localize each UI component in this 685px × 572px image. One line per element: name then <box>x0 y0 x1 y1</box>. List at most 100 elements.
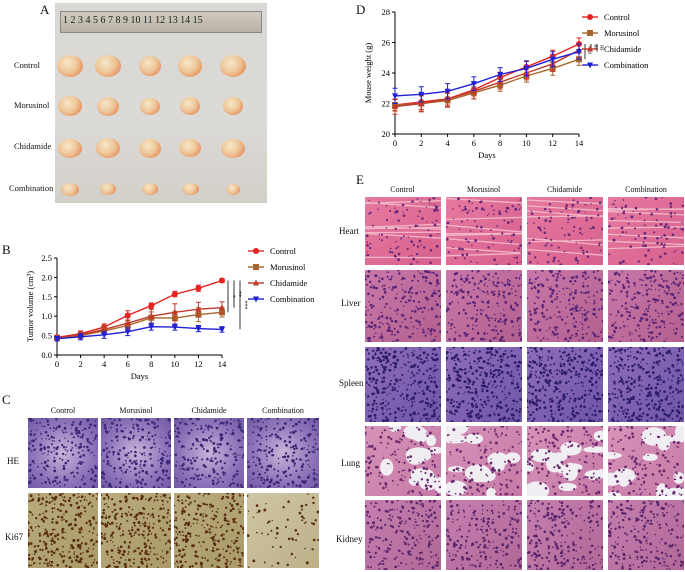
panel-c-col-chidamide: Chidamide <box>191 406 227 415</box>
histology-image <box>527 500 603 570</box>
tumor-volume-x-tick-label: 14 <box>218 359 227 369</box>
tumor-volume-point <box>148 312 155 319</box>
tumor-sample <box>226 183 240 195</box>
tumor-volume-x-tick-label: 4 <box>102 359 107 369</box>
tumor-volume-line-control <box>56 279 223 339</box>
panel-e-letter: E <box>356 172 364 187</box>
mouse-weight-legend-marker <box>587 45 593 52</box>
histology-image <box>365 270 441 342</box>
histology-image <box>174 418 244 488</box>
tumor-volume-y-tick-label: 1.5 <box>41 292 52 302</box>
mouse-weight-point <box>549 56 556 63</box>
mouse-weight-point <box>418 91 425 98</box>
mouse-weight-y-tick-label: 20 <box>382 129 391 139</box>
tumor-volume-y-tick-label: 0.5 <box>41 331 52 341</box>
tumor-volume-chart: 0.0 0.5 1.0 1.5 2.0 2.5 0 2 4 6 8 10 12 14 Days Tumor v… <box>25 246 315 381</box>
tumor-volume-legend-control: Control <box>270 246 297 256</box>
histology-image <box>101 418 171 488</box>
mouse-weight-line-chidamide <box>394 49 580 108</box>
panel-d-letter: D <box>356 2 366 17</box>
histology-image <box>446 347 522 422</box>
mouse-weight-legend-chidamide: Chidamide <box>604 44 642 54</box>
tumor-volume-point <box>171 324 178 331</box>
panel-a-row-combination: Combination <box>9 183 54 193</box>
mouse-weight-series-control <box>392 37 582 111</box>
mouse-weight-legend-marker <box>587 62 593 69</box>
tumor-sample <box>100 183 116 195</box>
panel-e-row-spleen: Spleen <box>339 378 364 388</box>
histology-image <box>446 197 522 265</box>
tumor-volume-point <box>101 332 108 339</box>
mouse-weight-x-tick-label: 12 <box>548 138 557 148</box>
tumor-volume-line-morusinol <box>56 311 223 339</box>
mouse-weight-point <box>523 65 530 72</box>
mouse-weight-line-combination <box>394 51 580 97</box>
panel-c-row-he: HE <box>7 456 19 466</box>
mouse-weight-significance-label: ns <box>593 44 599 50</box>
tumor-volume-legend-chidamide: Chidamide <box>270 278 308 288</box>
mouse-weight-legend-combination: Combination <box>604 60 649 70</box>
tumor-volume-point <box>219 304 225 311</box>
tumor-volume-point <box>219 277 225 284</box>
histology-image <box>608 270 684 342</box>
histology-image <box>365 197 441 265</box>
panel-a-row-control: Control <box>14 60 40 70</box>
panel-e-row-heart: Heart <box>339 226 359 236</box>
histology-image <box>446 426 522 496</box>
tumor-volume-point <box>77 334 84 341</box>
panel-c-row-ki67: Ki67 <box>5 532 23 542</box>
mouse-weight-x-tick-label: 2 <box>419 138 423 148</box>
tumor-volume-x-tick-label: 10 <box>171 359 180 369</box>
histology-image <box>247 493 319 568</box>
mouse-weight-x-tick-label: 4 <box>445 138 450 148</box>
panel-c-col-control: Control <box>50 406 76 415</box>
mouse-weight-point <box>497 72 504 79</box>
panel-e-row-kidney: Kidney <box>336 534 363 544</box>
tumor-volume-point <box>195 326 202 333</box>
mouse-weight-y-tick-label: 22 <box>382 99 391 109</box>
tumor-sample <box>57 55 83 77</box>
mouse-weight-legend-marker <box>587 14 593 20</box>
tumor-sample <box>139 138 161 158</box>
tumor-volume-point <box>148 324 155 331</box>
tumor-sample <box>96 138 120 158</box>
histology-image <box>446 270 522 342</box>
tumor-volume-significance-label: ** <box>236 291 242 297</box>
histology-image <box>608 197 684 265</box>
tumor-volume-line-chidamide <box>56 307 223 339</box>
tumor-volume-point <box>101 325 108 332</box>
tumor-sample <box>221 138 245 158</box>
panel-a-letter: A <box>40 2 50 17</box>
histology-image <box>527 270 603 342</box>
mouse-weight-point <box>470 81 477 88</box>
tumor-sample <box>95 55 121 77</box>
panel-e-row-liver: Liver <box>341 298 361 308</box>
mouse-weight-significance-label: ns <box>587 49 593 55</box>
mouse-weight-significance-label: ns <box>599 45 605 51</box>
tumor-volume-x-tick-label: 2 <box>78 359 82 369</box>
mouse-weight-point <box>392 103 398 110</box>
mouse-weight-series-combination <box>392 43 582 104</box>
mouse-weight-y-axis-label: Mouse weight (g) <box>363 43 373 104</box>
tumor-volume-y-axis-label: Tumor volume (cm³) <box>25 271 35 342</box>
mouse-weight-legend-marker <box>587 30 593 36</box>
ruler: 1 2 3 4 5 6 7 8 9 10 11 12 13 14 15 <box>60 11 262 33</box>
histology-image <box>174 493 244 568</box>
tumor-sample <box>140 97 160 115</box>
mouse-weight-x-tick-label: 8 <box>498 138 502 148</box>
tumor-volume-y-tick-label: 1.0 <box>41 311 52 321</box>
panel-c-letter: C <box>2 392 11 407</box>
tumor-volume-point <box>171 308 178 315</box>
mouse-weight-x-tick-label: 6 <box>472 138 476 148</box>
mouse-weight-legend-control: Control <box>604 12 631 22</box>
tumor-volume-legend-marker <box>253 264 259 270</box>
histology-image <box>28 418 98 488</box>
panel-e-col-control: Control <box>390 185 415 194</box>
tumor-sample <box>58 96 82 116</box>
tumor-volume-y-tick-label: 0.0 <box>41 350 52 360</box>
tumor-volume-legend-marker <box>253 248 259 254</box>
mouse-weight-y-tick-label: 26 <box>382 38 391 48</box>
tumor-volume-legend-combination: Combination <box>270 294 315 304</box>
tumor-sample <box>97 96 119 116</box>
